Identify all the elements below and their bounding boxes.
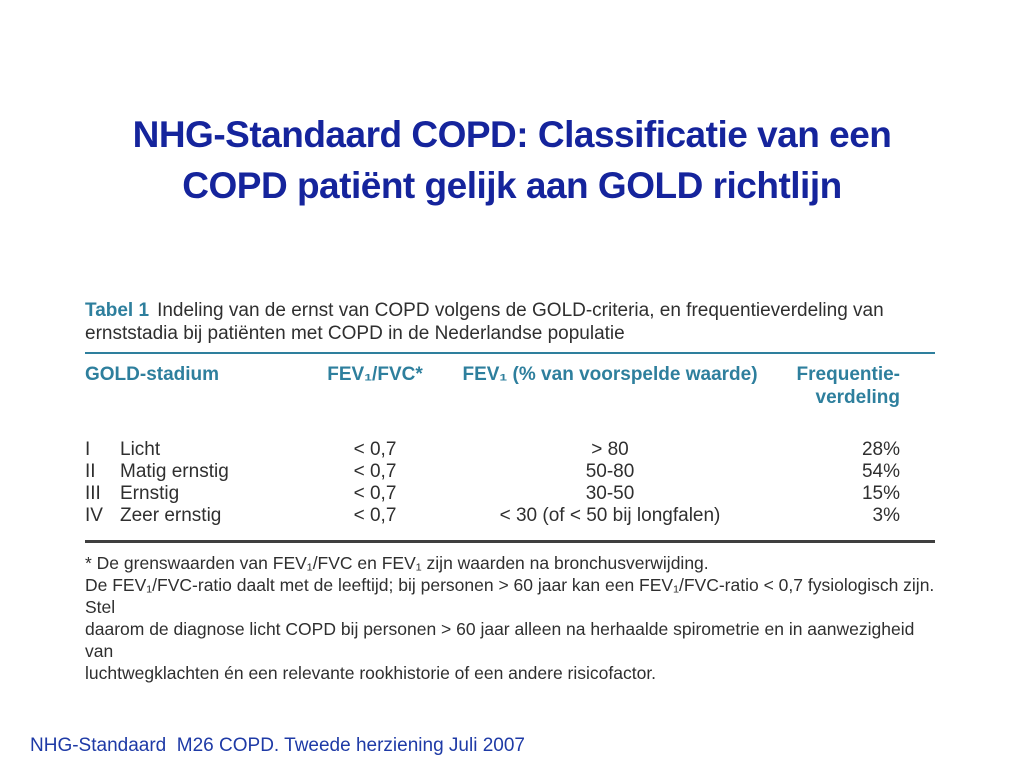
table-row: III Ernstig < 0,7 30-50 15% [85, 483, 935, 505]
cell-stadium: II [85, 461, 96, 482]
column-header-frequentieverdeling: Frequentie-verdeling [785, 363, 900, 409]
slide-title-line2: COPD patiënt gelijk aan GOLD richtlijn [182, 164, 842, 206]
cell-freq: 15% [861, 483, 900, 504]
cell-naam: Licht [120, 439, 161, 460]
cell-fev-pct: 50-80 [585, 461, 635, 482]
slide-footer: NHG-Standaard M26 COPD. Tweede herzienin… [30, 735, 525, 756]
table-bottom-rule [85, 540, 935, 543]
cell-fev-pct: > 80 [591, 439, 629, 460]
table-top-rule [85, 352, 935, 354]
cell-fev-fvc: < 0,7 [353, 439, 397, 460]
table-body: I Licht < 0,7 > 80 28% II Matig ernstig … [85, 439, 935, 527]
cell-naam: Zeer ernstig [120, 505, 222, 526]
footnote-line: luchtwegklachten én een relevante rookhi… [85, 663, 657, 683]
table-footnote: * De grenswaarden van FEV₁/FVC en FEV₁ z… [85, 552, 935, 684]
slide-title: NHG-Standaard COPD: Classificatie van ee… [0, 109, 1024, 211]
cell-naam: Matig ernstig [120, 461, 229, 482]
footnote-line: daarom de diagnose licht COPD bij person… [85, 619, 915, 661]
table-row: IV Zeer ernstig < 0,7 < 30 (of < 50 bij … [85, 505, 935, 527]
cell-freq: 3% [872, 505, 900, 526]
footnote-line: De FEV₁/FVC-ratio daalt met de leeftijd;… [85, 575, 935, 617]
table-caption: Tabel 1 Indeling van de ernst van COPD vo… [85, 299, 935, 345]
cell-stadium: I [85, 439, 91, 460]
slide-title-line1: NHG-Standaard COPD: Classificatie van ee… [132, 113, 892, 155]
column-header-fev-fvc: FEV₁/FVC* [327, 364, 423, 385]
cell-fev-pct: 30-50 [585, 483, 635, 504]
column-header-fev-pct: FEV₁ (% van voorspelde waarde) [462, 364, 758, 385]
column-header-frequentie-line2: verdeling [815, 387, 900, 408]
table-caption-text: Indeling van de ernst van COPD volgens d… [85, 300, 884, 344]
table-header-row: GOLD-stadium FEV₁/FVC* FEV₁ (% van voors… [85, 354, 935, 409]
cell-fev-fvc: < 0,7 [353, 461, 397, 482]
table-row: I Licht < 0,7 > 80 28% [85, 439, 935, 461]
column-header-gold-stadium: GOLD-stadium [85, 364, 220, 385]
gold-classification-table: Tabel 1 Indeling van de ernst van COPD vo… [85, 299, 935, 684]
table-caption-label: Tabel 1 [85, 300, 150, 321]
cell-fev-fvc: < 0,7 [353, 505, 397, 526]
cell-stadium: III [85, 483, 101, 504]
footnote-line: * De grenswaarden van FEV₁/FVC en FEV₁ z… [85, 553, 709, 573]
cell-freq: 54% [861, 461, 900, 482]
table-row: II Matig ernstig < 0,7 50-80 54% [85, 461, 935, 483]
column-header-frequentie-line1: Frequentie- [796, 364, 900, 385]
cell-fev-pct: < 30 (of < 50 bij longfalen) [499, 505, 721, 526]
cell-fev-fvc: < 0,7 [353, 483, 397, 504]
cell-stadium: IV [85, 505, 103, 526]
cell-freq: 28% [861, 439, 900, 460]
cell-naam: Ernstig [120, 483, 180, 504]
